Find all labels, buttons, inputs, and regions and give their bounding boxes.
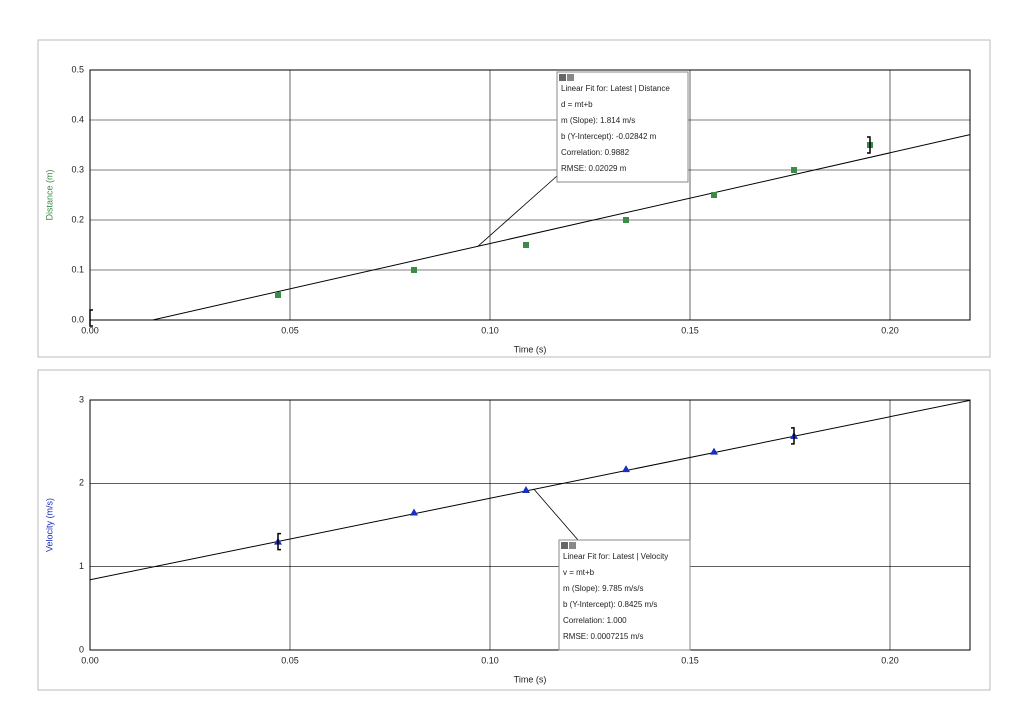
y-tick-label: 2 xyxy=(79,478,84,488)
annotation-text: b (Y-Intercept): -0.02842 m xyxy=(561,132,657,141)
x-tick-label: 0.15 xyxy=(681,325,699,335)
x-axis-label: Time (s) xyxy=(514,674,547,684)
graph-panel xyxy=(37,369,991,691)
data-point xyxy=(523,242,529,248)
annotation-text: Correlation: 0.9882 xyxy=(561,148,630,157)
y-axis-label: Distance (m) xyxy=(44,169,54,220)
annotation-text: m (Slope): 1.814 m/s xyxy=(561,116,635,125)
data-point xyxy=(622,465,630,473)
fit-line xyxy=(90,400,970,581)
x-tick-label: 0.10 xyxy=(481,655,499,665)
y-tick-label: 1 xyxy=(79,561,84,571)
options-button[interactable] xyxy=(567,74,574,81)
annotation-text: Correlation: 1.000 xyxy=(563,616,627,625)
annotation-text: v = mt+b xyxy=(563,568,595,577)
annotation-text: m (Slope): 9.785 m/s/s xyxy=(563,584,643,593)
data-point xyxy=(522,486,530,493)
close-button[interactable] xyxy=(561,542,568,549)
y-tick-label: 0.2 xyxy=(71,214,84,224)
y-tick-label: 0 xyxy=(79,644,84,654)
x-tick-label: 0.05 xyxy=(281,325,299,335)
x-tick-label: 0.10 xyxy=(481,325,499,335)
data-point xyxy=(791,167,797,173)
data-point xyxy=(623,217,629,223)
x-tick-label: 0.05 xyxy=(281,655,299,665)
fit-line xyxy=(150,134,970,320)
y-tick-label: 0.5 xyxy=(71,64,84,74)
data-point xyxy=(411,267,417,273)
y-tick-label: 0.0 xyxy=(71,314,84,324)
annotation-text: Linear Fit for: Latest | Velocity xyxy=(563,552,668,561)
y-axis-label: Velocity (m/s) xyxy=(44,498,54,552)
data-point xyxy=(710,447,718,455)
y-tick-label: 0.4 xyxy=(71,114,84,124)
close-button[interactable] xyxy=(559,74,566,81)
options-button[interactable] xyxy=(569,542,576,549)
plot-area xyxy=(90,400,970,581)
x-tick-label: 0.20 xyxy=(881,325,899,335)
y-tick-label: 3 xyxy=(79,394,84,404)
x-tick-label: 0.20 xyxy=(881,655,899,665)
annotation-box xyxy=(556,71,689,183)
annotation-text: d = mt+b xyxy=(561,100,593,109)
selection-bracket xyxy=(277,532,281,551)
data-point xyxy=(711,192,717,198)
y-tick-label: 0.3 xyxy=(71,164,84,174)
selection-bracket xyxy=(867,136,871,154)
annotation-box xyxy=(558,539,691,651)
plot-area xyxy=(150,134,970,320)
annotation-text: b (Y-Intercept): 0.8425 m/s xyxy=(563,600,657,609)
x-tick-label: 0.00 xyxy=(81,325,99,335)
selection-bracket xyxy=(89,309,93,327)
x-tick-label: 0.15 xyxy=(681,655,699,665)
x-axis-label: Time (s) xyxy=(514,344,547,354)
annotation-leader xyxy=(477,175,558,247)
data-point xyxy=(275,292,281,298)
annotation-text: RMSE: 0.02029 m xyxy=(561,164,627,173)
y-tick-label: 0.1 xyxy=(71,264,84,274)
annotation-leader xyxy=(533,489,579,541)
annotation-text: Linear Fit for: Latest | Distance xyxy=(561,84,670,93)
data-point xyxy=(410,508,418,516)
graph-panel xyxy=(37,39,991,358)
x-tick-label: 0.00 xyxy=(81,655,99,665)
selection-bracket xyxy=(791,427,795,445)
annotation-text: RMSE: 0.0007215 m/s xyxy=(563,632,643,641)
